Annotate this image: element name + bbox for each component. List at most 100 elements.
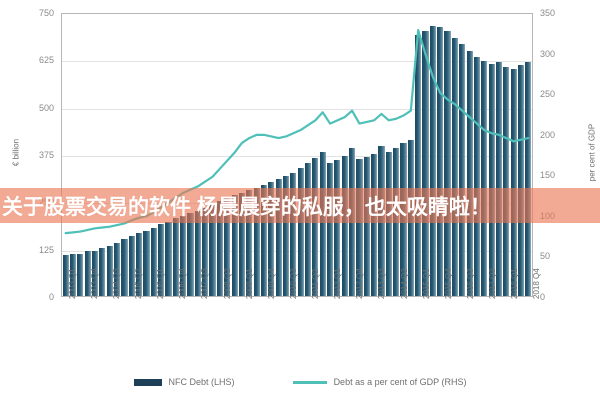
bar [77, 253, 84, 296]
y-tick-right-300: 300 [540, 48, 556, 59]
x-tick-label: 2009 Q1 [244, 268, 254, 299]
x-tick-label: 2017 Q2 [488, 268, 498, 299]
bar [481, 61, 488, 296]
bar [136, 233, 143, 296]
bar [143, 230, 150, 296]
x-tick-label: 2006 Q4 [178, 268, 188, 299]
bar [473, 56, 480, 296]
x-tick-label: 2003 Q4 [89, 268, 99, 299]
bar [106, 246, 113, 296]
y-tick-right-50: 50 [540, 251, 551, 262]
gridline [62, 156, 532, 157]
y-tick-left-250: 250 [38, 197, 54, 208]
x-tick-label: 2018 Q4 [532, 268, 542, 299]
legend-swatch-bar-icon [133, 378, 162, 386]
bar [385, 152, 392, 296]
bar [84, 251, 91, 296]
bar [253, 187, 260, 296]
bar [517, 65, 525, 296]
y-tick-left-375: 375 [38, 150, 54, 160]
bar [503, 66, 510, 296]
bar [231, 194, 238, 296]
bar [260, 185, 268, 296]
x-tick-label: 2016 Q3 [465, 268, 475, 299]
bar [371, 153, 378, 296]
bar [422, 30, 429, 296]
x-tick-label: 2006 Q1 [156, 268, 166, 299]
plot-area [61, 13, 533, 297]
bar [415, 35, 422, 296]
legend-label-debt-pct-gdp: Debt as a per cent of GDP (RHS) [333, 377, 467, 387]
bar [268, 182, 275, 296]
bar [326, 162, 334, 296]
y-tick-right-250: 250 [540, 89, 556, 100]
bar [495, 61, 503, 296]
bar [525, 61, 532, 296]
bar [224, 196, 231, 296]
legend-label-nfc-debt: NFC Debt (LHS) [168, 377, 235, 387]
bar [297, 168, 304, 296]
bar [62, 255, 69, 296]
bar [165, 221, 172, 296]
bar [180, 215, 187, 296]
x-tick-label: 2014 Q2 [399, 268, 409, 299]
x-tick-label: 2012 Q1 [333, 268, 343, 299]
bar [429, 26, 436, 296]
bar [444, 30, 451, 296]
bar [158, 224, 165, 296]
bar [334, 159, 341, 296]
y-tick-left-500: 500 [38, 102, 54, 113]
y-axis-right-title: per cent of GDP [587, 123, 597, 182]
bar [319, 152, 326, 296]
line-series-debt-pct-gdp [62, 14, 532, 296]
bar [356, 158, 363, 296]
bar [363, 156, 370, 296]
bar [150, 227, 157, 296]
x-tick-label: 2009 Q4 [266, 268, 276, 299]
chart-legend: NFC Debt (LHS) Debt as a per cent of GDP… [0, 372, 600, 392]
y-tick-right-0: 0 [540, 292, 546, 302]
bar [202, 208, 209, 296]
legend-swatch-line-icon [292, 380, 327, 384]
bar [114, 243, 121, 296]
bar [341, 155, 348, 296]
x-tick-label: 2005 Q2 [134, 268, 144, 299]
bar [312, 158, 319, 296]
x-tick-label: 2007 Q3 [200, 268, 210, 299]
bar [216, 200, 223, 296]
bar [91, 250, 99, 296]
bar [209, 205, 216, 296]
bar [238, 193, 245, 296]
x-axis-ticks: 2003 Q1 2003 Q4 2004 Q3 2005 Q2 2006 Q1 2006 … [61, 268, 542, 359]
bar [459, 43, 466, 296]
bar [194, 211, 201, 296]
bar [304, 162, 312, 296]
bar [187, 213, 194, 296]
bar [172, 218, 179, 296]
x-tick-label: 2015 Q1 [421, 268, 431, 299]
x-tick-label: 2013 Q3 [377, 268, 387, 299]
y-tick-left-125: 125 [38, 244, 54, 255]
y-tick-left-0: 0 [48, 292, 54, 302]
x-tick-label: 2003 Q1 [67, 268, 77, 299]
bar [282, 176, 290, 296]
legend-item-nfc-debt: NFC Debt (LHS) [133, 377, 235, 387]
bar [290, 172, 297, 296]
y-tick-right-200: 200 [540, 129, 556, 140]
gridline [62, 250, 532, 252]
gridline [62, 108, 532, 110]
x-tick-label: 2012 Q4 [355, 268, 365, 299]
bar [69, 254, 77, 296]
x-tick-label: 2004 Q3 [111, 268, 121, 299]
gridline [62, 61, 532, 63]
x-tick-label: 2010 Q3 [288, 268, 298, 299]
bar [451, 37, 458, 296]
x-tick-label: 2008 Q2 [222, 268, 232, 299]
bar [246, 189, 253, 296]
y-tick-left-750: 750 [38, 8, 54, 18]
y-tick-right-350: 350 [540, 8, 556, 18]
y-tick-left-625: 625 [38, 55, 54, 66]
bar [510, 68, 517, 296]
y-tick-right-150: 150 [540, 170, 556, 181]
